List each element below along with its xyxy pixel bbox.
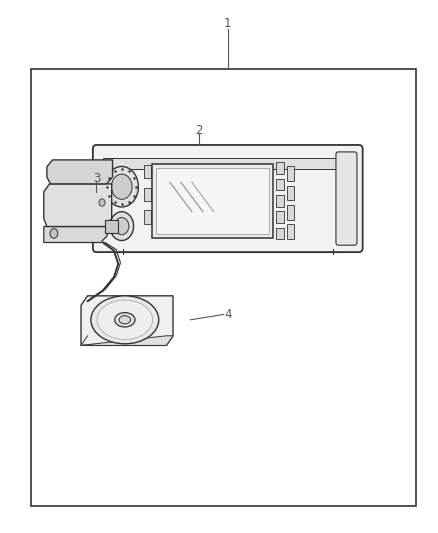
Polygon shape — [81, 336, 173, 345]
Polygon shape — [81, 296, 173, 345]
Ellipse shape — [119, 316, 131, 324]
Text: 3: 3 — [93, 172, 100, 185]
Bar — [144, 188, 151, 201]
Circle shape — [111, 174, 132, 199]
Bar — [144, 165, 151, 179]
Bar — [152, 164, 273, 238]
FancyBboxPatch shape — [93, 145, 363, 252]
FancyBboxPatch shape — [336, 152, 357, 245]
Bar — [287, 166, 294, 181]
Circle shape — [115, 217, 129, 235]
Bar — [156, 168, 269, 234]
Bar — [103, 158, 353, 169]
Bar — [31, 69, 416, 506]
Polygon shape — [44, 227, 107, 243]
Polygon shape — [47, 160, 113, 184]
Bar — [287, 205, 294, 220]
Bar — [287, 224, 294, 239]
Bar — [276, 163, 284, 174]
Circle shape — [50, 229, 58, 238]
Bar — [144, 211, 151, 224]
Ellipse shape — [115, 312, 135, 327]
Bar — [276, 195, 284, 207]
Polygon shape — [44, 184, 112, 227]
Text: 1: 1 — [224, 18, 232, 30]
Bar — [287, 185, 294, 200]
Ellipse shape — [97, 300, 153, 340]
Circle shape — [105, 166, 138, 207]
Text: 4: 4 — [224, 308, 232, 321]
Bar — [105, 220, 118, 233]
Bar — [276, 228, 284, 239]
Bar — [276, 179, 284, 190]
Circle shape — [110, 212, 134, 240]
Ellipse shape — [91, 296, 159, 344]
Bar — [276, 211, 284, 223]
Circle shape — [99, 199, 105, 206]
Text: 2: 2 — [195, 124, 203, 137]
